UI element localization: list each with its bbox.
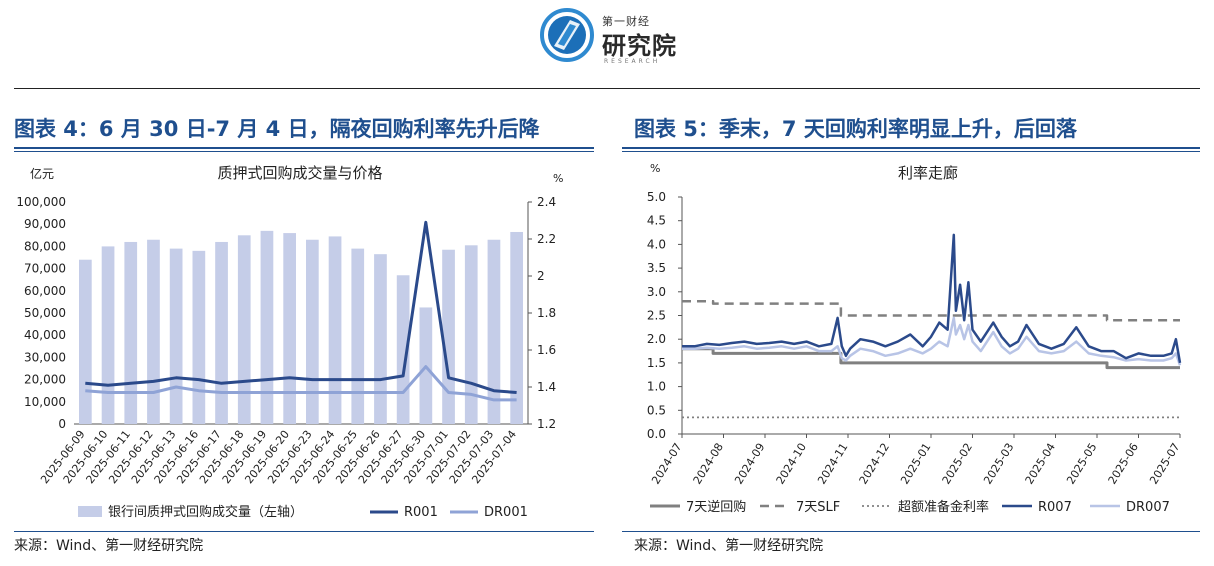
series-line-4: [682, 316, 1182, 366]
volume-bar: [192, 250, 206, 424]
right-tick-label: 2.2: [537, 232, 556, 246]
volume-bar: [464, 245, 478, 424]
volume-bar: [442, 249, 455, 424]
series-line-dr001: [85, 365, 517, 402]
panel-1-title-rule-thin: [14, 151, 594, 152]
y-tick-label: 2.0: [647, 332, 666, 346]
left-tick-label: 30,000: [24, 350, 66, 364]
right-tick-label: 2: [537, 269, 545, 283]
logo-main-text: 研究院: [602, 32, 677, 60]
left-tick-label: 80,000: [24, 239, 66, 253]
chart-rate-corridor: 利率走廊% 0.0 0.5 1.0 1.5 2.0 2.5 3.0 3.5 4.0 4.5 5.0 20…: [647, 162, 1183, 515]
panel-2-bottom-rule: [622, 531, 1200, 532]
legend-swatch-volume: [78, 506, 102, 517]
right-tick-label: 1.2: [537, 417, 556, 431]
y-tick-label: 3.0: [647, 285, 666, 299]
volume-bar: [374, 254, 387, 424]
y-tick-label: 4.5: [647, 214, 666, 228]
legend-label-volume: 银行间质押式回购成交量（左轴）: [108, 504, 303, 520]
x-tick-label: 2025-04: [1023, 441, 1058, 487]
panel-2-title: 图表 5：季末，7 天回购利率明显上升，后回落: [634, 117, 1077, 141]
volume-bar: [169, 248, 183, 424]
x-tick-label: 2025-02: [940, 441, 975, 487]
panel-1-title-rule: [14, 147, 594, 149]
legend-label-1: 7天SLF: [796, 500, 840, 515]
panel-1-bottom-rule: [14, 531, 594, 532]
legend-label-4: DR007: [1126, 500, 1170, 515]
x-tick-label: 2025-01: [898, 441, 933, 487]
series-line-1: [682, 300, 1180, 322]
right-tick-label: 1.6: [537, 343, 556, 357]
panel-2-title-rule: [622, 147, 1200, 149]
right-tick-label: 1.8: [537, 306, 556, 320]
x-tick-label: 2025-06: [1106, 441, 1141, 487]
volume-bar: [101, 246, 115, 424]
panel-2-source: 来源：Wind、第一财经研究院: [634, 538, 824, 554]
chart-1-title: 质押式回购成交量与价格: [217, 164, 382, 182]
panel-1-title: 图表 4：6 月 30 日-7 月 4 日，隔夜回购利率先升后降: [14, 117, 540, 141]
left-tick-label: 10,000: [24, 395, 66, 409]
right-axis-unit: %: [553, 172, 563, 185]
y-tick-label: 0.5: [647, 403, 666, 417]
logo-small-text: 第一财经: [602, 15, 650, 28]
series-line-3: [682, 233, 1182, 364]
y-tick-label: 0.0: [647, 427, 666, 441]
y-tick-label: 4.0: [647, 237, 666, 251]
x-tick-label: 2024-10: [774, 441, 809, 487]
x-tick-label: 2024-07: [649, 441, 684, 487]
volume-bar: [124, 241, 138, 424]
panel-2-title-rule-thin: [622, 151, 1200, 152]
y-axis-unit: %: [650, 162, 660, 175]
volume-bar: [510, 231, 524, 424]
y-tick-label: 1.5: [647, 356, 666, 370]
x-tick-label: 2024-09: [732, 441, 767, 487]
volume-bar: [260, 230, 274, 424]
left-tick-label: 50,000: [24, 306, 66, 320]
x-tick-label: 2025-03: [981, 441, 1016, 487]
left-tick-label: 70,000: [24, 262, 66, 276]
x-tick-label: 2024-12: [857, 441, 892, 487]
volume-bar: [351, 248, 365, 424]
volume-bar: [147, 239, 160, 424]
logo-sub-text: RESEARCH: [604, 58, 661, 65]
x-tick-label: 2024-11: [815, 441, 850, 487]
volume-bar: [487, 239, 501, 424]
right-tick-label: 2.4: [537, 195, 556, 209]
volume-bar: [283, 233, 297, 424]
volume-bar: [237, 235, 251, 424]
header-divider: [14, 88, 1200, 89]
chart-repo-volume-price: 质押式回购成交量与价格 亿元 % 0 10,000 20,000 30,000 40,000 5…: [16, 164, 563, 520]
legend-label-3: R007: [1038, 500, 1072, 515]
left-tick-label: 90,000: [24, 217, 66, 231]
left-tick-label: 60,000: [24, 284, 66, 298]
y-tick-label: 3.5: [647, 261, 666, 275]
volume-bar: [305, 239, 319, 424]
x-tick-label: 2025-07: [1147, 441, 1182, 487]
legend-label-r001: R001: [404, 505, 438, 520]
left-tick-label: 40,000: [24, 328, 66, 342]
x-tick-label: 2024-08: [691, 441, 726, 487]
series-line-r001: [85, 220, 517, 394]
left-tick-label: 20,000: [24, 373, 66, 387]
legend-label-dr001: DR001: [484, 505, 528, 520]
volume-bar: [215, 241, 228, 424]
left-tick-label: 0: [58, 417, 66, 431]
logo: 第一财经 研究院 RESEARCH: [540, 8, 690, 68]
volume-bar: [78, 259, 92, 424]
legend-label-0: 7天逆回购: [686, 499, 746, 515]
chart-2-title: 利率走廊: [898, 164, 958, 182]
left-axis-unit: 亿元: [30, 166, 54, 181]
x-tick-label: 2025-05: [1064, 441, 1099, 487]
left-tick-label: 100,000: [16, 195, 66, 209]
y-tick-label: 1.0: [647, 380, 666, 394]
right-tick-label: 1.4: [537, 380, 556, 394]
legend-label-2: 超额准备金利率: [898, 499, 989, 515]
y-tick-label: 5.0: [647, 190, 666, 204]
volume-bar: [328, 236, 342, 424]
panel-1-source: 来源：Wind、第一财经研究院: [14, 538, 204, 554]
y-tick-label: 2.5: [647, 309, 666, 323]
logo-emblem-icon: [540, 8, 594, 62]
